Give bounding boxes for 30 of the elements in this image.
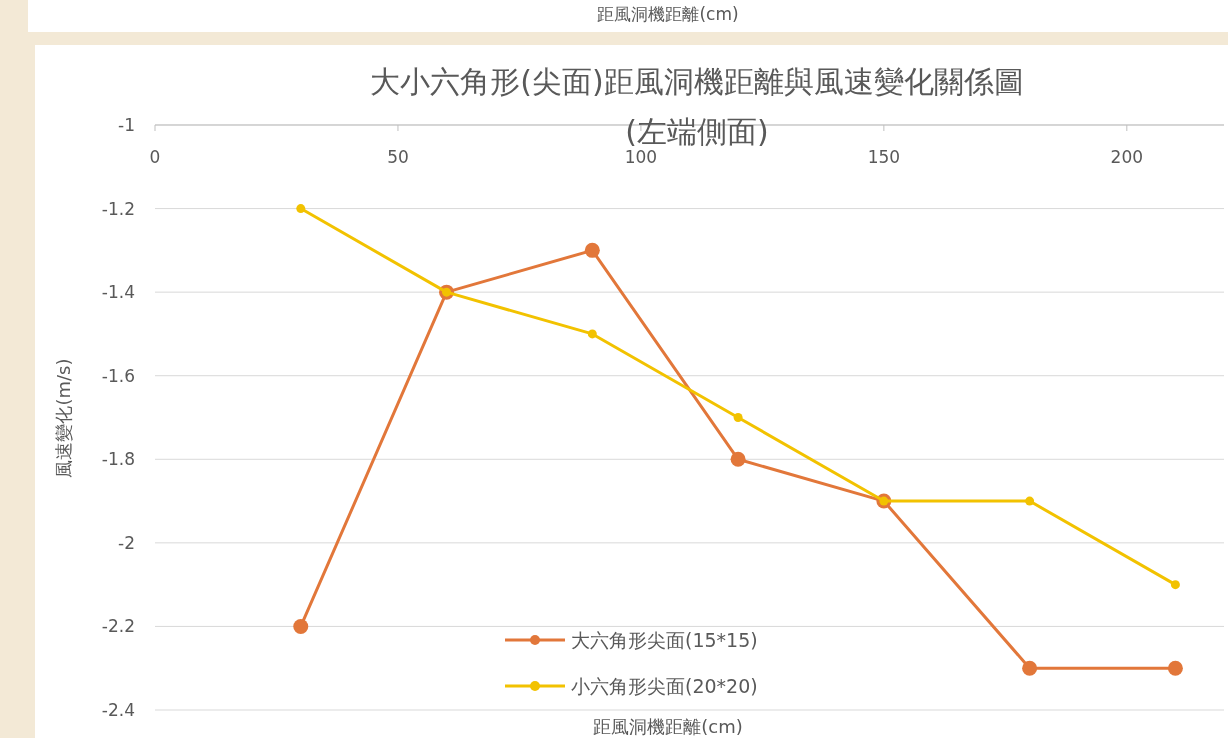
point bbox=[1025, 496, 1035, 506]
x-tick-label: 100 bbox=[624, 147, 658, 167]
x-tick-label: 0 bbox=[149, 147, 161, 167]
x-tick-label: 150 bbox=[867, 147, 901, 167]
x-axis-title: 距風洞機距離(cm) bbox=[593, 716, 743, 737]
point bbox=[1167, 660, 1183, 676]
point bbox=[296, 204, 306, 214]
point bbox=[730, 451, 746, 467]
chart-title: 大小六角形(尖面)距風洞機距離與風速變化關係圖 bbox=[370, 64, 1024, 99]
x-tick-label: 200 bbox=[1110, 147, 1144, 167]
legend-label: 大六角形尖面(15*15) bbox=[571, 629, 758, 651]
chart-subtitle: (左端側面) bbox=[625, 114, 769, 149]
point bbox=[1022, 660, 1038, 676]
y-tick-label: -1.6 bbox=[101, 365, 135, 386]
text: 距風洞機距離(cm) bbox=[597, 4, 739, 24]
y-tick-label: -2.4 bbox=[101, 700, 135, 720]
point bbox=[293, 618, 309, 634]
point bbox=[584, 242, 600, 258]
y-tick-label: -1.4 bbox=[101, 282, 135, 303]
y-tick-label: -1 bbox=[118, 115, 135, 135]
x-tick-label: 50 bbox=[387, 147, 409, 167]
y-tick-label: -2 bbox=[118, 532, 135, 553]
y-tick-label: -1.8 bbox=[101, 449, 135, 470]
point bbox=[587, 329, 597, 339]
y-tick-label: -2.2 bbox=[101, 616, 135, 637]
point bbox=[1170, 580, 1180, 590]
legend-label: 小六角形尖面(20*20) bbox=[571, 675, 758, 697]
point bbox=[733, 413, 743, 422]
y-tick-label: -1.2 bbox=[101, 198, 135, 219]
y-axis-title: 風速變化(m/s) bbox=[53, 358, 74, 478]
